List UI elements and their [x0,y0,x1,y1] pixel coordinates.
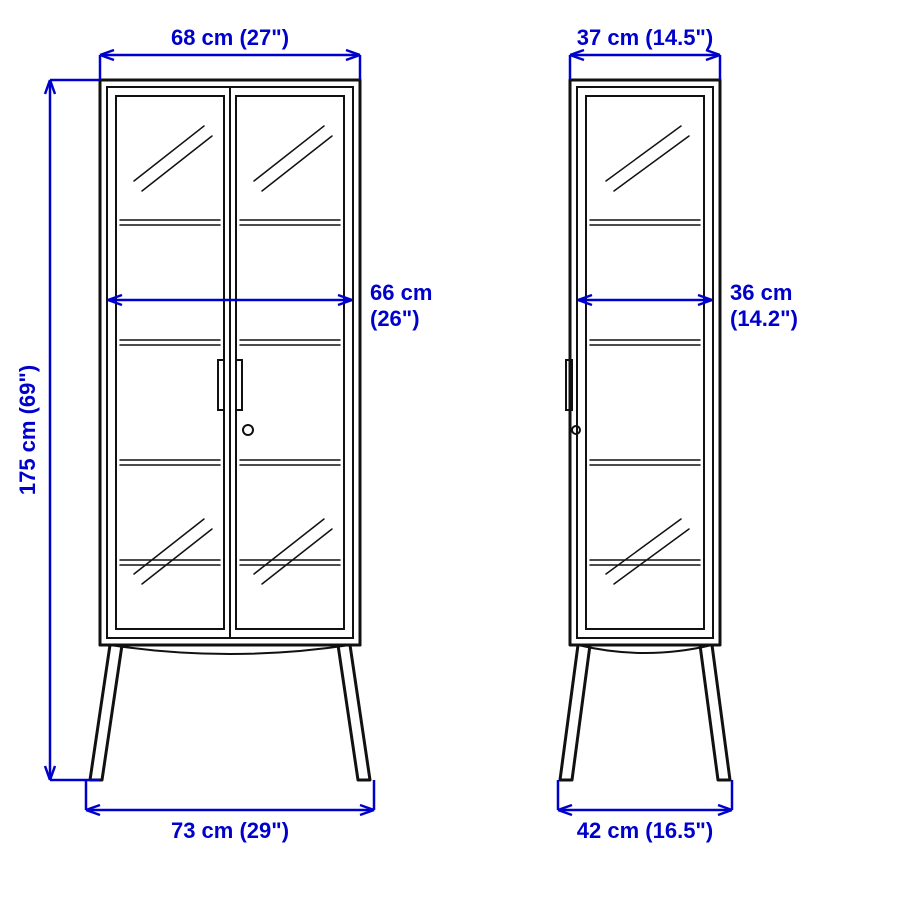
cabinet-side [560,80,730,780]
dim-height: 175 cm (69") [15,80,100,780]
dim-front-inner-label2: (26") [370,306,420,331]
cabinet-front [90,80,370,780]
dim-front-inner: 66 cm(26") [108,280,432,331]
dim-side-bottom-label: 42 cm (16.5") [577,818,713,843]
dim-side-inner-label: 36 cm [730,280,792,305]
dim-side-bottom: 42 cm (16.5") [558,780,732,843]
dim-front-top-label: 68 cm (27") [171,25,289,50]
dim-height-label: 175 cm (69") [15,365,40,495]
dim-front-bottom-label: 73 cm (29") [171,818,289,843]
dim-front-bottom: 73 cm (29") [86,780,374,843]
dimension-diagram: 175 cm (69") 68 cm (27") 66 cm(26") 73 cm (… [0,0,900,900]
dim-side-top: 37 cm (14.5") [570,25,720,80]
dim-side-top-label: 37 cm (14.5") [577,25,713,50]
dim-side-inner-label2: (14.2") [730,306,798,331]
dim-front-top: 68 cm (27") [100,25,360,80]
dim-front-inner-label: 66 cm [370,280,432,305]
dim-side-inner: 36 cm(14.2") [578,280,798,331]
